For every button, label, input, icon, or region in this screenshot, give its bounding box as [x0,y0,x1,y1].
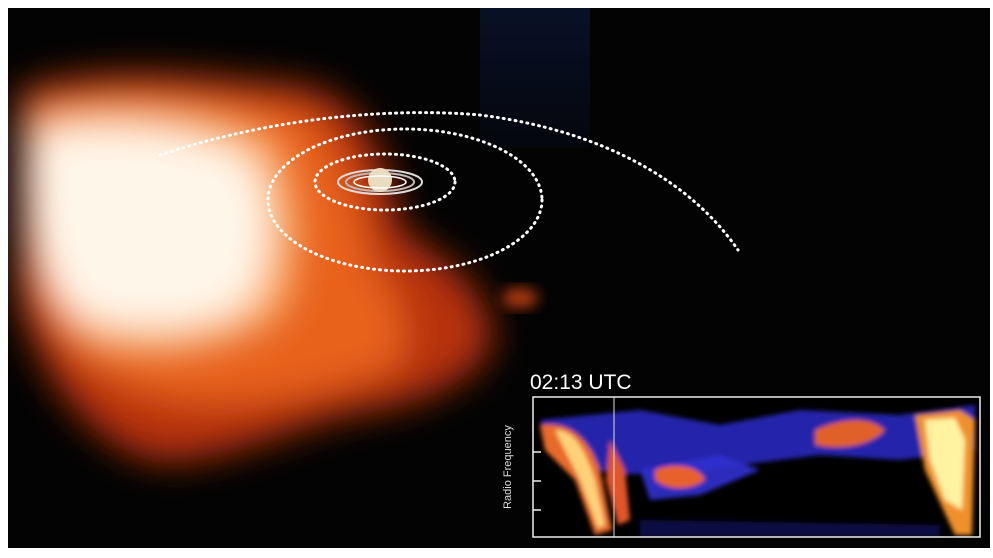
spectrogram-y-label: Radio Frequency [502,425,514,509]
spectrogram [533,397,980,537]
timestamp: 02:13 UTC [530,371,632,394]
page: 02:13 UTC Radio Frequency [0,0,993,558]
scene: 02:13 UTC Radio Frequency [0,0,993,558]
image: 02:13 UTC Radio Frequency [8,8,990,548]
